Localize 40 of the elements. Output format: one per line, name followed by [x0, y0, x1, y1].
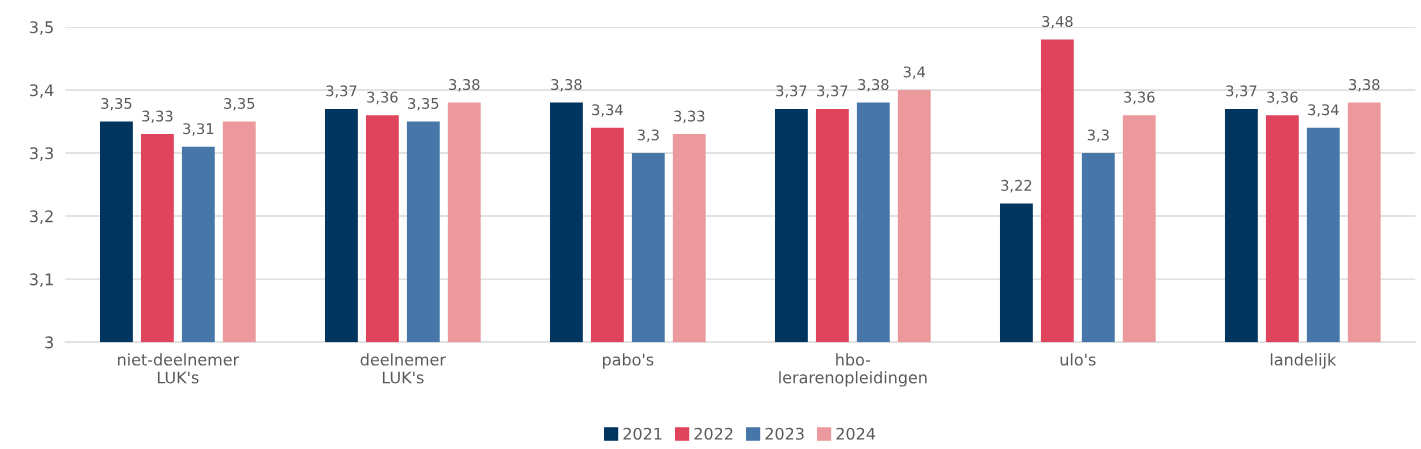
data-label: 3,35 — [101, 97, 132, 111]
data-label: 3,34 — [592, 104, 623, 117]
data-label: 3,34 — [1308, 104, 1339, 117]
data-label: 3,36 — [367, 91, 398, 105]
data-label: 3,33 — [674, 110, 705, 124]
data-label: 3,48 — [1042, 15, 1073, 29]
data-label: 3,37 — [817, 85, 848, 98]
y-tick-label: 3,4 — [30, 84, 54, 98]
legend-label: 2022 — [694, 427, 733, 440]
y-tick-label: 3,3 — [30, 147, 53, 161]
data-label: 3,3 — [637, 129, 659, 142]
data-label: 3,38 — [858, 79, 889, 92]
y-tick-label: 3,5 — [30, 21, 53, 35]
legend-label: 2024 — [836, 427, 876, 440]
y-tick-label: 3 — [45, 336, 53, 349]
x-tick-label: landelijk — [1270, 353, 1337, 369]
data-label: 3,37 — [326, 85, 357, 98]
data-label: 3,38 — [551, 79, 582, 92]
legend-label: 2021 — [623, 427, 662, 440]
data-label: 3,37 — [1226, 85, 1257, 98]
x-tick-label: ulo's — [1060, 353, 1096, 366]
data-label: 3,36 — [1124, 91, 1155, 105]
x-tick-label: niet-deelnemer LUK's — [118, 353, 240, 384]
data-label: 3,22 — [1001, 179, 1032, 193]
x-tick-label: pabo's — [603, 353, 654, 369]
x-tick-label: hbo- lerarenopleidingen — [779, 353, 927, 387]
x-tick-label: deelnemer LUK's — [360, 353, 446, 384]
data-label: 3,38 — [449, 79, 480, 92]
data-label: 3,38 — [1349, 79, 1380, 92]
data-label: 3,36 — [1267, 91, 1298, 105]
data-label: 3,33 — [142, 110, 173, 124]
y-tick-label: 3,1 — [30, 273, 53, 288]
data-label: 3,3 — [1087, 129, 1109, 142]
y-tick-label: 3,2 — [30, 210, 53, 224]
data-label: 3,4 — [903, 66, 926, 79]
legend-label: 2023 — [765, 427, 804, 440]
data-label: 3,35 — [224, 97, 255, 111]
data-label: 3,37 — [776, 85, 807, 98]
data-label: 3,31 — [183, 123, 214, 136]
data-label: 3,35 — [408, 97, 439, 111]
